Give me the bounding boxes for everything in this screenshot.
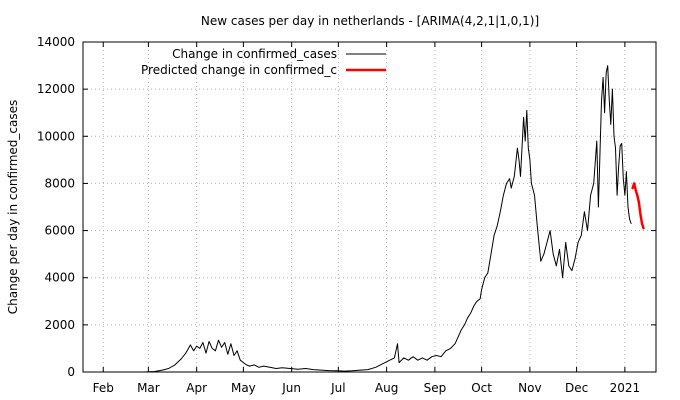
y-tick-label: 10000	[37, 129, 75, 143]
x-tick-label: Sep	[424, 381, 447, 395]
x-tick-label: Jul	[330, 381, 345, 395]
series-line-actual	[143, 65, 632, 373]
y-tick-label: 2000	[44, 318, 75, 332]
x-tick-label: Feb	[93, 381, 114, 395]
x-axis-ticks: Feb Mar Apr May Jun Jul Aug Sep Oct Nov Dec 2021	[93, 42, 641, 395]
x-tick-label: 2021	[610, 381, 641, 395]
y-axis-label: Change per day in confirmed_cases	[6, 100, 20, 315]
x-tick-label: Oct	[471, 381, 492, 395]
y-tick-label: 8000	[44, 176, 75, 190]
y-tick-label: 4000	[44, 271, 75, 285]
x-tick-label: Apr	[186, 381, 207, 395]
x-tick-label: May	[231, 381, 256, 395]
legend-label: Change in confirmed_cases	[172, 47, 337, 61]
grid-lines	[83, 42, 656, 372]
y-axis-ticks: 0 2000 4000 6000 8000 10000 12000 14000	[37, 35, 656, 379]
y-tick-label: 14000	[37, 35, 75, 49]
x-tick-label: Jun	[281, 381, 301, 395]
chart-title: New cases per day in netherlands - [ARIM…	[201, 14, 539, 28]
x-tick-label: Dec	[565, 381, 588, 395]
legend: Change in confirmed_cases Predicted chang…	[141, 47, 386, 77]
x-tick-label: Nov	[518, 381, 541, 395]
plot-frame	[82, 41, 657, 373]
y-tick-label: 0	[67, 365, 75, 379]
y-tick-label: 6000	[44, 224, 75, 238]
legend-label: Predicted change in confirmed_c	[141, 63, 337, 77]
x-tick-label: Aug	[375, 381, 398, 395]
series-line-predicted	[631, 182, 645, 230]
series-layer	[143, 65, 645, 373]
y-tick-label: 12000	[37, 82, 75, 96]
x-tick-label: Mar	[137, 381, 160, 395]
